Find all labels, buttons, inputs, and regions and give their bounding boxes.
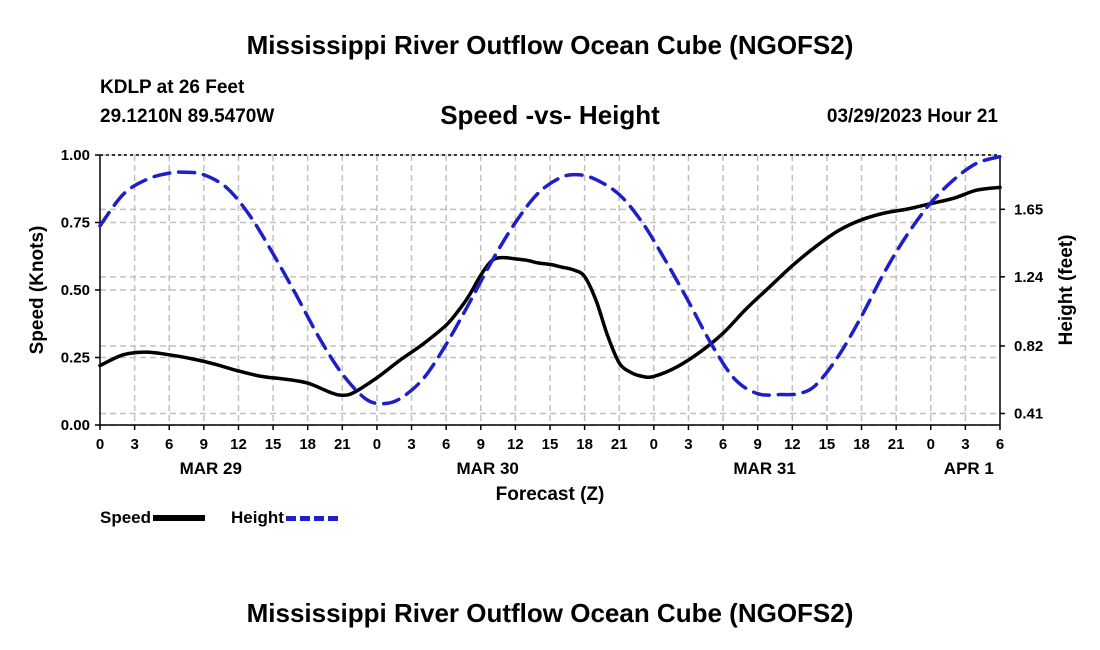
y-axis-title: Speed (Knots)	[27, 226, 48, 355]
x-tick-label: 0	[96, 436, 104, 453]
height-series-line	[98, 154, 1002, 406]
x-tick-label: 21	[334, 436, 351, 453]
y2-tick-label: 1.24	[1014, 269, 1044, 286]
x-tick-label: 9	[200, 436, 208, 453]
x-tick-label: 18	[853, 436, 870, 453]
x-tick-label: 3	[407, 436, 415, 453]
x-tick-label: 18	[299, 436, 316, 453]
x-tick-label: 9	[477, 436, 485, 453]
legend-height: Height	[231, 508, 338, 528]
x-tick-label: 15	[819, 436, 836, 453]
x-tick-label: 15	[265, 436, 282, 453]
legend-speed-label: Speed	[100, 508, 152, 527]
y-tick-label: 1.00	[61, 147, 90, 164]
y2-tick-label: 0.82	[1014, 338, 1043, 355]
footer-title: Mississippi River Outflow Ocean Cube (NG…	[246, 598, 854, 628]
y2-axis-title: Height (feet)	[1056, 235, 1077, 346]
station-label: KDLP at 26 Feet	[100, 77, 245, 98]
chart-subtitle: Speed -vs- Height	[440, 100, 660, 130]
speed-height-chart: 0 3 6 9 12 15 18 21 0 3 6 9 12 15 18 21 0 3 6 9 12 15 18 21 0 3 6M…	[27, 147, 1077, 505]
x-tick-label: 6	[165, 436, 173, 453]
main-title: Mississippi River Outflow Ocean Cube (NG…	[246, 30, 854, 60]
x-tick-label: 6	[719, 436, 727, 453]
station-coordinates: 29.1210N 89.5470W	[100, 106, 275, 127]
legend-height-label: Height	[231, 508, 284, 527]
date-label: MAR 30	[457, 459, 519, 478]
y-tick-label: 0.00	[61, 417, 90, 434]
x-tick-label: 3	[684, 436, 692, 453]
x-tick-label: 0	[650, 436, 658, 453]
speed-series-line	[98, 185, 1002, 398]
y-tick-label: 0.25	[61, 350, 90, 367]
x-tick-label: 3	[961, 436, 969, 453]
x-tick-label: 12	[784, 436, 801, 453]
x-tick-label: 15	[542, 436, 559, 453]
legend-speed: Speed	[100, 508, 206, 528]
x-tick-label: 0	[927, 436, 935, 453]
forecast-datetime: 03/29/2023 Hour 21	[826, 106, 998, 127]
y-tick-label: 0.50	[61, 282, 90, 299]
legend-speed-swatch	[153, 515, 206, 521]
date-label: MAR 31	[733, 459, 795, 478]
x-axis-title: Forecast (Z)	[496, 484, 605, 505]
x-tick-label: 9	[754, 436, 762, 453]
x-tick-label: 12	[507, 436, 524, 453]
x-tick-label: 6	[996, 436, 1004, 453]
legend-height-swatch	[285, 515, 338, 521]
y-tick-label: 0.75	[61, 215, 90, 232]
x-tick-label: 3	[130, 436, 138, 453]
x-tick-label: 18	[576, 436, 593, 453]
y2-tick-label: 1.65	[1014, 201, 1043, 218]
x-tick-label: 0	[373, 436, 381, 453]
date-label: APR 1	[944, 459, 994, 478]
x-tick-label: 12	[230, 436, 247, 453]
x-tick-label: 21	[888, 436, 905, 453]
x-tick-label: 6	[442, 436, 450, 453]
x-tick-label: 21	[611, 436, 628, 453]
y2-tick-label: 0.41	[1014, 405, 1043, 422]
date-label: MAR 29	[180, 459, 242, 478]
